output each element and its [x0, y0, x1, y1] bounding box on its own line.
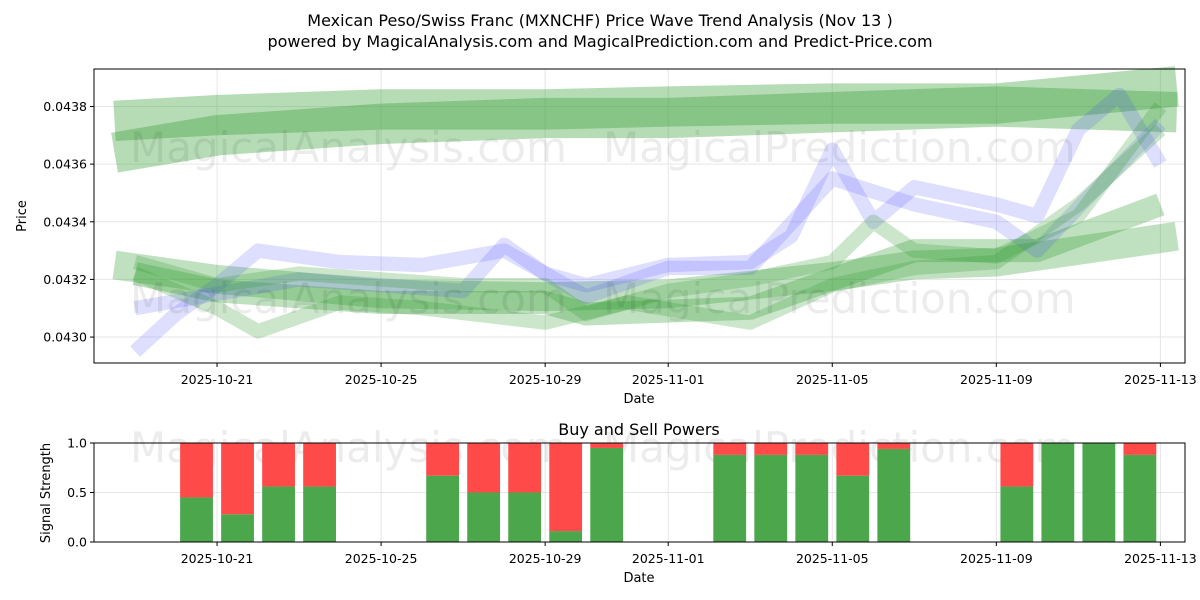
price-wave-2: [111, 86, 1178, 173]
sell-bar: [221, 443, 254, 515]
price-ytick-label: 0.0430: [43, 330, 87, 345]
power-ytick-label: 1.0: [67, 436, 87, 451]
power-xtick-label: 2025-11-05: [796, 551, 869, 566]
sell-bar: [549, 443, 583, 532]
buy-bar: [590, 447, 624, 542]
sell-bar: [262, 443, 295, 487]
buy-bar: [508, 492, 542, 542]
buy-bar: [713, 454, 747, 542]
price-ylabel: Price: [15, 200, 30, 232]
price-wave-6: [133, 118, 1166, 316]
price-xtick-label: 2025-11-13: [1124, 372, 1197, 387]
price-wave-1: [113, 66, 1179, 142]
power-xtick-label: 2025-11-01: [632, 551, 705, 566]
price-ticks: 2025-10-21 2025-10-25 2025-10-29 2025-11-01…: [43, 99, 1196, 387]
power-xtick-label: 2025-10-29: [509, 551, 582, 566]
sell-bar: [754, 443, 788, 455]
power-xlabel: Date: [623, 571, 654, 586]
buy-bar: [303, 486, 336, 542]
price-xtick-label: 2025-10-25: [345, 372, 418, 387]
buy-bar: [549, 531, 583, 542]
price-wave-series: [111, 66, 1179, 357]
buy-bar: [1041, 443, 1075, 542]
price-ytick-label: 0.0436: [43, 157, 87, 172]
price-xtick-label: 2025-11-01: [632, 372, 705, 387]
price-wave-4: [132, 193, 1165, 326]
power-xtick-label: 2025-10-21: [181, 551, 254, 566]
buy-bar: [795, 454, 829, 542]
watermark-analysis: MagicalAnalysis.com: [130, 123, 567, 172]
chart-subtitle: powered by MagicalAnalysis.com and Magic…: [267, 32, 932, 51]
buy-bar: [467, 492, 501, 542]
sell-bar: [836, 443, 870, 476]
buy-bar: [426, 475, 460, 542]
watermark-prediction: MagicalPrediction.com: [603, 123, 1076, 172]
buy-bar: [877, 448, 911, 542]
price-xtick-label: 2025-10-29: [509, 372, 582, 387]
power-title: Buy and Sell Powers: [558, 420, 720, 439]
sell-bar: [180, 443, 213, 498]
sell-bar: [877, 443, 911, 449]
sell-bar: [795, 443, 829, 455]
buy-bar: [836, 475, 870, 542]
sell-bar: [303, 443, 336, 487]
price-xtick-label: 2025-10-21: [181, 372, 254, 387]
price-watermarks: MagicalAnalysis.com MagicalPrediction.co…: [130, 123, 1076, 323]
price-wave-5: [130, 87, 1167, 357]
price-ytick-label: 0.0432: [43, 272, 87, 287]
buy-bar: [262, 486, 295, 542]
price-ytick-label: 0.0438: [43, 99, 87, 114]
sell-bar: [467, 443, 501, 493]
sell-bar: [426, 443, 460, 476]
price-xtick-label: 2025-11-09: [960, 372, 1033, 387]
sell-bar: [508, 443, 542, 493]
watermark-analysis-2: MagicalAnalysis.com: [130, 274, 567, 323]
power-xtick-label: 2025-11-13: [1124, 551, 1197, 566]
power-ytick-label: 0.0: [67, 535, 87, 550]
buy-bar: [180, 497, 213, 542]
power-ticks: 2025-10-21 2025-10-25 2025-10-29 2025-11-01…: [67, 436, 1197, 567]
buy-bar: [1082, 443, 1116, 542]
price-ytick-label: 0.0434: [43, 214, 87, 229]
sell-bar: [1000, 443, 1034, 487]
buy-bar: [221, 514, 254, 542]
buy-bar: [1123, 454, 1157, 542]
chart-title: Mexican Peso/Swiss Franc (MXNCHF) Price …: [307, 11, 892, 30]
power-ytick-label: 0.5: [67, 485, 87, 500]
price-xtick-label: 2025-11-05: [796, 372, 869, 387]
watermark-prediction-2: MagicalPrediction.com: [603, 274, 1076, 323]
price-xlabel: Date: [623, 392, 654, 407]
buy-bar: [1000, 486, 1034, 542]
power-ylabel: Signal Strength: [39, 443, 54, 543]
power-xtick-label: 2025-11-09: [960, 551, 1033, 566]
buy-bar: [754, 454, 788, 542]
sell-bar: [1123, 443, 1157, 455]
price-wave-3: [112, 221, 1179, 312]
power-bars: [180, 443, 1157, 542]
price-plot-frame: [93, 68, 1186, 364]
price-wave-8: [132, 124, 1166, 339]
sell-bar: [713, 443, 747, 455]
price-grid: [94, 69, 1185, 363]
price-wave-7: [133, 102, 1167, 322]
sell-bar: [590, 443, 624, 448]
power-xtick-label: 2025-10-25: [345, 551, 418, 566]
